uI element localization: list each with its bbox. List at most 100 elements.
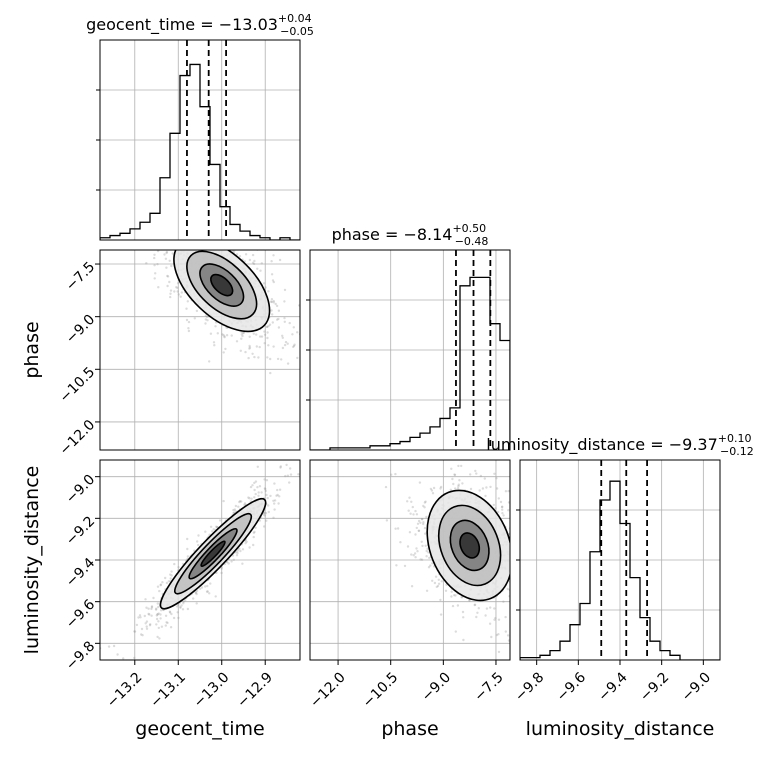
scatter-point <box>239 500 242 503</box>
scatter-point <box>179 242 181 244</box>
scatter-point <box>166 274 169 278</box>
scatter-point <box>135 623 139 627</box>
scatter-point <box>457 483 460 486</box>
scatter-point <box>205 245 207 247</box>
scatter-point <box>501 512 504 515</box>
scatter-point <box>212 341 216 344</box>
scatter-point <box>165 581 169 585</box>
scatter-point <box>150 606 154 609</box>
scatter-point <box>169 577 172 580</box>
scatter-point <box>150 607 153 611</box>
scatter-point <box>209 332 213 335</box>
scatter-point <box>415 526 418 530</box>
scatter-point <box>478 489 481 492</box>
scatter-point <box>195 602 198 605</box>
y-axis-label-luminosity_distance: luminosity_distance <box>21 466 43 655</box>
scatter-point <box>208 592 211 595</box>
scatter-point <box>507 509 510 512</box>
x-tick-label: −12.0 <box>307 669 349 711</box>
scatter-point <box>244 542 247 545</box>
scatter-point <box>156 613 159 616</box>
scatter-point <box>263 514 267 517</box>
scatter-point <box>196 540 199 543</box>
scatter-point <box>241 334 244 338</box>
scatter-point <box>272 280 275 284</box>
scatter-point <box>238 500 241 504</box>
x-tick-label: −9.6 <box>554 669 589 704</box>
scatter-point <box>160 219 162 221</box>
scatter-point <box>199 587 202 590</box>
scatter-point <box>422 504 425 508</box>
scatter-point <box>492 503 495 507</box>
y-tick-label: −9.4 <box>63 555 98 590</box>
y-tick-label: −9.2 <box>63 513 98 548</box>
scatter-point <box>424 544 427 547</box>
scatter-point <box>415 513 419 516</box>
scatter-point <box>157 286 160 289</box>
scatter-point <box>153 264 156 267</box>
scatter-point <box>281 346 285 350</box>
scatter-point <box>264 489 267 493</box>
scatter-point <box>277 309 281 312</box>
scatter-point <box>489 485 492 489</box>
scatter-point <box>232 508 235 512</box>
scatter-point <box>166 284 169 288</box>
scatter-point <box>189 233 191 235</box>
scatter-point <box>227 562 230 565</box>
scatter-point <box>277 317 280 321</box>
scatter-point <box>420 517 424 521</box>
scatter-point <box>469 487 473 491</box>
scatter-point <box>501 508 504 511</box>
scatter-point <box>272 499 275 502</box>
scatter-point <box>166 209 168 211</box>
scatter-point <box>213 232 215 234</box>
scatter-point <box>137 616 140 619</box>
scatter-point <box>208 360 211 363</box>
scatter-point <box>269 300 273 303</box>
scatter-point <box>240 337 243 340</box>
scatter-point <box>385 519 389 522</box>
scatter-point <box>415 547 418 550</box>
scatter-point <box>419 558 422 561</box>
scatter-point <box>171 252 174 255</box>
scatter-point <box>281 336 284 339</box>
scatter-point <box>166 621 169 625</box>
scatter-point <box>485 607 489 610</box>
scatter-point <box>194 591 197 594</box>
scatter-point <box>493 607 496 610</box>
scatter-point <box>266 496 269 500</box>
scatter-point <box>453 473 456 476</box>
scatter-point <box>439 613 443 616</box>
scatter-point <box>259 335 262 338</box>
marginal-title-luminosity_distance: luminosity_distance = −9.37+0.10 −0.12 <box>486 432 753 458</box>
scatter-point <box>484 614 487 617</box>
histogram-phase <box>310 250 510 450</box>
scatter-point <box>497 633 500 636</box>
scatter-point <box>497 650 501 654</box>
scatter-point <box>212 528 215 531</box>
scatter-point <box>253 259 256 263</box>
scatter-point <box>207 243 209 245</box>
scatter-point <box>158 589 161 593</box>
histogram-luminosity_distance <box>520 460 720 660</box>
scatter-point <box>417 529 421 532</box>
scatter-point <box>218 247 220 249</box>
scatter-point <box>156 225 158 227</box>
scatter-point <box>175 605 179 608</box>
scatter-point <box>286 342 289 345</box>
scatter-point <box>414 509 417 513</box>
scatter-point <box>410 500 413 503</box>
scatter-point <box>230 560 233 563</box>
title-plus: +0.10 <box>718 432 752 445</box>
contour-line <box>173 250 271 333</box>
scatter-point <box>164 576 167 580</box>
scatter-point <box>423 506 426 509</box>
scatter-point <box>283 320 286 323</box>
scatter-point <box>216 525 219 529</box>
scatter-point <box>461 610 465 614</box>
scatter-point <box>410 553 413 556</box>
scatter-point <box>195 592 198 596</box>
scatter-point <box>247 356 250 360</box>
scatter-point <box>251 253 255 257</box>
scatter-point <box>270 300 274 304</box>
